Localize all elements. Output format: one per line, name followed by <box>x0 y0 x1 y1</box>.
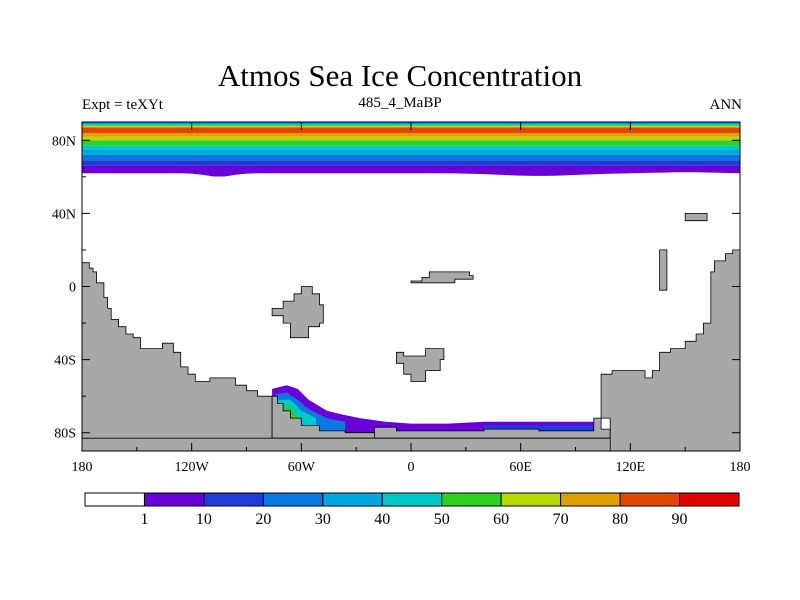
ice-band-north <box>82 154 740 161</box>
ice-band-north <box>82 136 740 141</box>
ice-band-north <box>82 160 740 166</box>
colorbar-label: 40 <box>374 511 390 528</box>
season-label: ANN <box>709 97 743 113</box>
colorbar-label: 50 <box>434 511 450 528</box>
x-tick-label: 60E <box>509 460 532 475</box>
colorbar: 1 10 20 30 40 50 60 70 80 90 <box>84 492 740 528</box>
time-label: 485_4_MaBP <box>358 95 442 111</box>
x-tick-label: 120W <box>175 460 210 475</box>
x-tick-label: 180 <box>72 460 93 475</box>
y-tick-label: 40N <box>52 207 76 222</box>
land-west-continent <box>82 262 273 451</box>
colorbar-swatch <box>679 492 740 507</box>
experiment-label: Expt = teXYt <box>82 97 163 113</box>
x-tick-label: 180 <box>730 460 751 475</box>
land-ne-island <box>684 212 708 222</box>
land-africa-west <box>271 286 324 339</box>
colorbar-swatch <box>203 492 264 507</box>
colorbar-label: 10 <box>196 511 212 528</box>
colorbar-swatch <box>441 492 502 507</box>
colorbar-label: 1 <box>140 511 148 528</box>
chart-title: Atmos Sea Ice Concentration <box>217 58 583 93</box>
x-tick-label: 60W <box>288 460 316 475</box>
land-east-continent <box>600 249 740 451</box>
y-tick-label: 0 <box>69 281 76 296</box>
colorbar-swatch <box>84 492 145 507</box>
y-tick-label: 80N <box>52 134 76 149</box>
colorbar-label: 60 <box>493 511 509 528</box>
colorbar-label: 70 <box>553 511 569 528</box>
x-tick-label: 120E <box>616 460 646 475</box>
x-tick-label: 0 <box>408 460 415 475</box>
colorbar-swatch <box>619 492 681 507</box>
ice-band-north <box>82 133 740 137</box>
land-e-island <box>659 249 668 291</box>
colorbar-swatch <box>560 492 621 507</box>
y-tick-label: 80S <box>54 427 76 442</box>
map-field <box>82 122 740 451</box>
land-equator-island <box>410 271 474 284</box>
ice-band-north <box>82 145 740 150</box>
colorbar-swatch <box>381 492 443 507</box>
ice-region-south <box>272 385 594 433</box>
colorbar-swatch <box>143 492 205 507</box>
colorbar-swatch <box>262 492 324 507</box>
y-tick-label: 40S <box>54 354 76 369</box>
colorbar-label: 20 <box>255 511 271 528</box>
colorbar-swatch <box>500 492 562 507</box>
colorbar-label: 30 <box>315 511 331 528</box>
ice-band-north <box>82 140 740 146</box>
ice-band-north <box>82 149 740 155</box>
colorbar-swatch <box>322 492 383 507</box>
ice-band-north <box>82 165 740 177</box>
ice-band-north <box>82 127 740 133</box>
colorbar-label: 80 <box>612 511 628 528</box>
colorbar-label: 90 <box>672 511 688 528</box>
land-south-island <box>395 348 445 382</box>
map-axes: 180 120W 60W 0 60E 120E 180 80N 40N 0 40S 80S <box>52 122 751 475</box>
